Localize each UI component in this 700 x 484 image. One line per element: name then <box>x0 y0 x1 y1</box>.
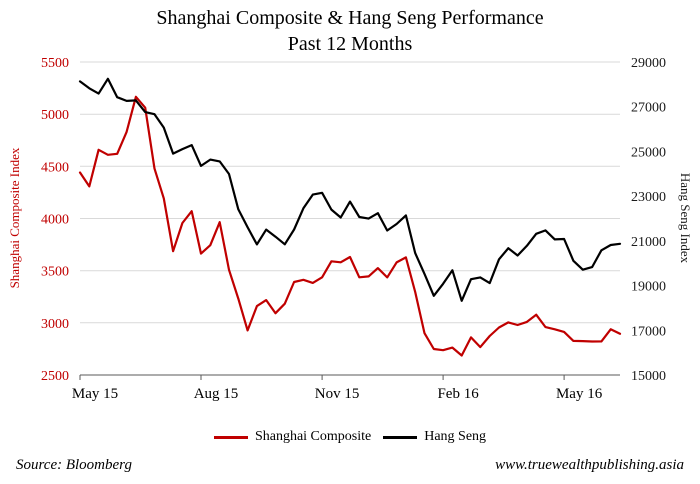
x-tick-label: May 15 <box>72 386 118 402</box>
legend-item-shanghai: Shanghai Composite <box>213 429 372 445</box>
y-right-tick-label: 17000 <box>631 324 666 339</box>
chart-title-line2: Past 12 Months <box>287 33 413 55</box>
y-right-tick-label: 21000 <box>631 235 666 250</box>
chart-plot-area: May 15 Aug 15 Nov 15 Feb 16 May 16 5500 5000 45… <box>41 56 666 402</box>
x-tick-label: Nov 15 <box>315 386 360 402</box>
y-left-tick-label: 3000 <box>41 317 69 332</box>
x-tick-label: Feb 16 <box>437 386 479 402</box>
source-attribution: Source: Bloomberg <box>16 457 132 473</box>
x-tick-label: Aug 15 <box>194 386 239 402</box>
chart-title-line1: Shanghai Composite & Hang Seng Performan… <box>156 7 544 29</box>
y-left-tick-label: 2500 <box>41 369 69 384</box>
legend-item-hangseng: Hang Seng <box>383 429 486 445</box>
y-left-tick-label: 3500 <box>41 265 69 280</box>
y-left-tick-label: 4500 <box>41 160 69 175</box>
legend-label-shanghai: Shanghai Composite <box>254 429 372 444</box>
y-left-tick-label: 5000 <box>41 108 69 123</box>
chart-legend: Shanghai Composite Hang Seng <box>0 429 700 445</box>
y-right-tick-label: 27000 <box>631 101 666 116</box>
y-left-tick-label: 5500 <box>41 56 69 71</box>
legend-line-red-icon <box>213 435 248 439</box>
legend-line-black-icon <box>383 435 418 439</box>
y-right-tick-label: 23000 <box>631 190 666 205</box>
x-tick-label: May 16 <box>556 386 603 402</box>
publisher-website: www.truewealthpublishing.asia <box>495 457 684 473</box>
chart-title: Shanghai Composite & Hang Seng Performan… <box>0 5 700 57</box>
left-axis-title: Shanghai Composite Index <box>7 147 22 289</box>
y-right-tick-label: 15000 <box>631 369 666 384</box>
y-right-tick-label: 29000 <box>631 56 666 71</box>
series-line-hang-seng <box>78 77 622 302</box>
y-left-tick-label: 4000 <box>41 213 69 228</box>
right-axis-title: Hang Seng Index <box>678 172 693 264</box>
y-right-tick-label: 25000 <box>631 145 666 160</box>
legend-label-hangseng: Hang Seng <box>424 429 487 444</box>
series-line-shanghai-composite <box>78 95 622 357</box>
y-right-tick-label: 19000 <box>631 280 666 295</box>
